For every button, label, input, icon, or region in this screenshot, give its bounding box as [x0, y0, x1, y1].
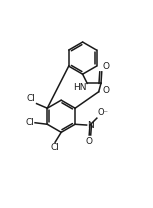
Text: Cl: Cl: [27, 94, 36, 103]
Text: HN: HN: [73, 83, 86, 92]
Text: Cl: Cl: [51, 144, 60, 152]
Text: O: O: [103, 87, 110, 95]
Text: N: N: [87, 121, 94, 130]
Text: O: O: [103, 62, 110, 71]
Text: O⁻: O⁻: [98, 108, 109, 117]
Text: O: O: [86, 136, 93, 146]
Text: Cl: Cl: [25, 118, 34, 127]
